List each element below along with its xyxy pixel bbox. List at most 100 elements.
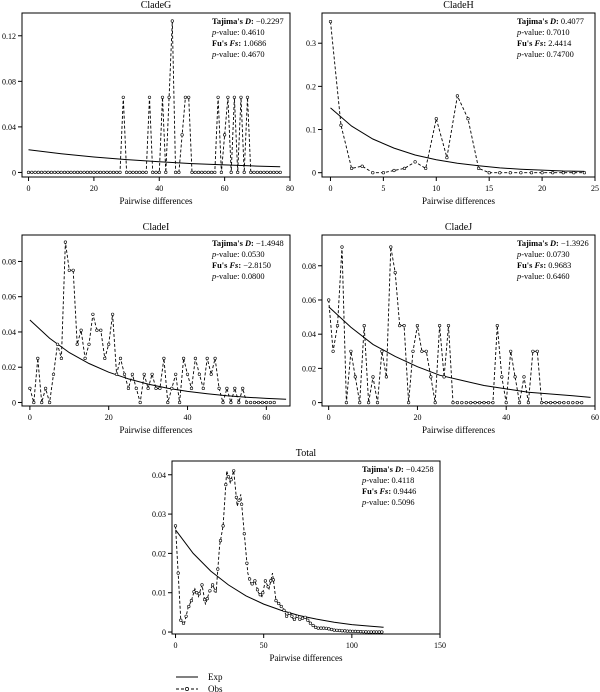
obs-point bbox=[324, 626, 328, 630]
obs-point bbox=[353, 375, 357, 379]
obs-point bbox=[157, 170, 161, 174]
obs-point bbox=[92, 170, 96, 174]
stats-line: p-value: 0.4118 bbox=[361, 476, 414, 485]
stats-line: p-value: 0.4670 bbox=[211, 50, 265, 59]
obs-point bbox=[245, 400, 249, 405]
obs-point bbox=[266, 585, 270, 589]
x-tick-label: 25 bbox=[591, 184, 599, 193]
obs-point bbox=[255, 588, 260, 592]
obs-point bbox=[197, 592, 201, 596]
obs-point bbox=[213, 170, 217, 174]
obs-point bbox=[209, 372, 213, 376]
obs-point bbox=[548, 401, 553, 405]
y-tick-label: 0.02 bbox=[302, 364, 316, 373]
obs-point bbox=[272, 400, 276, 405]
obs-point bbox=[164, 170, 168, 174]
series-obs-line bbox=[175, 470, 384, 633]
obs-point bbox=[87, 342, 91, 346]
obs-point bbox=[245, 95, 250, 99]
obs-point bbox=[166, 400, 170, 405]
obs-point bbox=[500, 375, 504, 379]
obs-point bbox=[219, 170, 223, 174]
obs-point bbox=[226, 95, 230, 99]
obs-point bbox=[446, 324, 451, 328]
obs-point bbox=[364, 630, 368, 634]
obs-point bbox=[335, 324, 340, 328]
obs-point bbox=[415, 324, 420, 328]
obs-point bbox=[167, 95, 171, 99]
stats-line: Fu's Fs: −2.8150 bbox=[212, 261, 271, 270]
stats-line: p-value: 0.0730 bbox=[516, 250, 570, 259]
chart-title: CladeJ bbox=[445, 222, 472, 233]
obs-point bbox=[374, 630, 379, 634]
obs-point bbox=[242, 170, 246, 174]
obs-point bbox=[187, 604, 191, 609]
obs-point bbox=[380, 349, 384, 353]
x-tick-label: 0 bbox=[328, 184, 332, 193]
obs-point bbox=[478, 401, 482, 405]
y-tick-label: 0 bbox=[312, 169, 316, 178]
obs-point bbox=[248, 577, 252, 581]
obs-point bbox=[282, 608, 286, 613]
obs-point bbox=[434, 117, 438, 121]
obs-point bbox=[486, 401, 491, 405]
obs-point bbox=[83, 356, 87, 361]
obs-point bbox=[218, 538, 223, 543]
obs-point bbox=[142, 372, 146, 376]
obs-point bbox=[124, 170, 129, 174]
obs-point bbox=[255, 170, 259, 174]
obs-point bbox=[402, 166, 407, 170]
obs-point bbox=[225, 386, 229, 391]
obs-point bbox=[362, 324, 366, 328]
obs-point bbox=[138, 400, 142, 405]
obs-point bbox=[531, 349, 535, 353]
obs-point bbox=[295, 614, 299, 618]
stats-line: Fu's Fs: 2.4414 bbox=[517, 39, 572, 48]
obs-point bbox=[469, 401, 473, 405]
obs-point bbox=[359, 629, 363, 634]
obs-point bbox=[226, 475, 230, 479]
obs-point bbox=[264, 400, 269, 405]
x-tick-label: 40 bbox=[184, 413, 192, 422]
obs-point bbox=[146, 386, 150, 391]
x-tick-label: 20 bbox=[538, 184, 546, 193]
obs-point bbox=[339, 123, 343, 127]
obs-point bbox=[205, 356, 209, 361]
obs-point bbox=[183, 95, 187, 99]
stats-line: Tajima's D: −0.2297 bbox=[212, 17, 284, 26]
y-tick-label: 0.04 bbox=[2, 123, 16, 132]
obs-point bbox=[82, 170, 86, 174]
obs-point bbox=[190, 170, 194, 174]
obs-point bbox=[56, 170, 60, 174]
obs-point bbox=[540, 401, 544, 405]
obs-point bbox=[75, 342, 79, 346]
obs-point bbox=[429, 375, 433, 379]
obs-point bbox=[49, 170, 54, 174]
obs-point bbox=[360, 164, 364, 168]
obs-point bbox=[241, 386, 245, 391]
obs-point bbox=[367, 630, 371, 634]
obs-point bbox=[28, 386, 32, 391]
obs-point bbox=[487, 171, 491, 175]
x-axis-label: Pairwise differences bbox=[422, 196, 496, 206]
obs-point bbox=[582, 171, 587, 175]
x-tick-label: 60 bbox=[591, 413, 599, 422]
obs-point bbox=[69, 170, 73, 174]
obs-point bbox=[59, 170, 63, 174]
obs-point bbox=[509, 349, 513, 353]
obs-point bbox=[128, 170, 132, 174]
obs-point bbox=[162, 356, 166, 361]
plot-frame bbox=[321, 234, 596, 407]
obs-point bbox=[187, 95, 191, 99]
obs-point bbox=[233, 386, 237, 391]
obs-point bbox=[369, 630, 373, 634]
obs-point bbox=[311, 623, 315, 628]
x-tick-label: 40 bbox=[155, 184, 163, 193]
obs-point bbox=[134, 386, 138, 391]
obs-point bbox=[420, 349, 424, 353]
obs-point bbox=[203, 170, 207, 174]
obs-point bbox=[265, 170, 269, 174]
y-tick-label: 0.06 bbox=[2, 293, 16, 302]
chart-title: CladeG bbox=[141, 0, 172, 11]
x-axis-label: Pairwise differences bbox=[269, 653, 343, 663]
